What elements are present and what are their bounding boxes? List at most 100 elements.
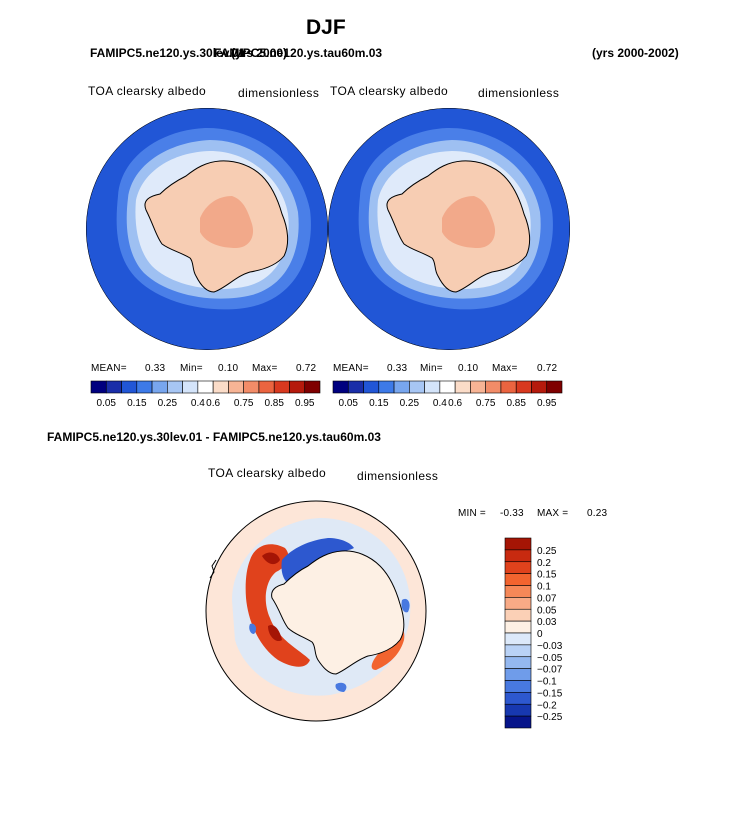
right-colorbar-tick-label: 0.25 (400, 398, 420, 409)
diff-colorbar-swatch (504, 620, 532, 634)
diff-colorbar-tick-label: 0.05 (537, 605, 557, 616)
right-colorbar-swatch (332, 380, 349, 394)
diff-colorbar-swatch (504, 680, 532, 693)
top-mid-years: (yrs 2000) (231, 46, 288, 60)
diff-colorbar-tick-label: −0.07 (537, 665, 563, 676)
right-colorbar-swatch (546, 380, 563, 394)
diff-colorbar-swatch (504, 585, 532, 598)
left-colorbar-swatch (228, 380, 244, 394)
left-colorbar-tick-label: 0.95 (295, 398, 315, 409)
right-panel-units: dimensionless (478, 86, 560, 100)
top-right-years: (yrs 2000-2002) (592, 46, 679, 60)
left-max-value: 0.72 (296, 363, 317, 374)
right-panel-variable: TOA clearsky albedo (330, 84, 449, 98)
left-colorbar-swatch (212, 380, 229, 394)
diff-colorbar-swatch (504, 608, 532, 622)
left-colorbar-swatch (182, 380, 199, 394)
diff-colorbar-tick-label: −0.1 (537, 677, 557, 688)
right-mean-label: MEAN= (333, 363, 369, 374)
right-colorbar-swatch (531, 380, 548, 394)
diff-map-border (205, 500, 427, 722)
diff-colorbar-swatch (504, 668, 532, 681)
left-polar-map (86, 108, 328, 350)
diff-colorbar-tick-label: −0.2 (537, 700, 557, 711)
diff-colorbar-tick-label: −0.25 (537, 712, 563, 723)
right-colorbar-tick-label: 0.95 (537, 398, 557, 409)
diff-antarctica (271, 550, 405, 675)
diff-colorbar-tick-label: 0.1 (537, 582, 551, 593)
diff-colorbar-tick-label: 0.2 (537, 558, 551, 569)
right-colorbar: 0.05 0.15 0.25 0.4 0.6 0.75 0.85 0.95 (332, 380, 563, 409)
right-colorbar-tick-label: 0.15 (369, 398, 389, 409)
right-colorbar-swatch (515, 380, 532, 394)
left-colorbar: 0.05 0.15 0.25 0.4 0.6 0.75 0.85 0.95 (90, 380, 321, 409)
diff-colorbar-swatch (504, 573, 532, 586)
left-min-value: 0.10 (218, 363, 239, 374)
left-colorbar-swatch (167, 380, 183, 394)
diff-colorbar-tick-label: −0.03 (537, 641, 563, 652)
left-colorbar-swatch (273, 380, 290, 394)
left-colorbar-swatch (121, 380, 138, 394)
diff-min-value: -0.33 (500, 508, 524, 519)
right-plateau (442, 196, 496, 248)
diff-colorbar-swatch (504, 561, 532, 574)
left-colorbar-swatch (258, 380, 275, 394)
left-colorbar-tick-label: 0.25 (158, 398, 178, 409)
right-colorbar-swatch (439, 380, 456, 394)
diff-colorbar-tick-label: 0.07 (537, 593, 557, 604)
right-min-label: Min= (420, 363, 443, 374)
right-colorbar-tick-label: 0.6 (448, 398, 462, 409)
right-max-value: 0.72 (537, 363, 558, 374)
left-panel-units: dimensionless (238, 86, 320, 100)
top-mid-case-title: FAMIPC5.ne120.ys.tau60m.03 (214, 46, 383, 60)
right-colorbar-swatch (470, 380, 486, 394)
right-colorbar-tick-label: 0.4 (433, 398, 447, 409)
right-colorbar-tick-label: 0.05 (339, 398, 359, 409)
left-colorbar-swatch (243, 380, 260, 394)
left-min-label: Min= (180, 363, 203, 374)
top-left-case-title: FAMIPC5.ne120.ys.30lev.01 (90, 46, 246, 60)
left-colorbar-swatch (197, 380, 214, 394)
left-colorbar-tick-label: 0.6 (206, 398, 220, 409)
main-title: DJF (306, 16, 346, 39)
left-colorbar-tick-label: 0.75 (234, 398, 254, 409)
left-colorbar-swatch (151, 380, 168, 394)
right-colorbar-swatch (347, 380, 364, 394)
diff-colorbar: 0.250.20.150.10.070.050.030−0.03−0.05−0.… (504, 537, 563, 729)
right-colorbar-swatch (409, 380, 425, 394)
right-colorbar-swatch (363, 380, 380, 394)
left-colorbar-swatch (289, 380, 306, 394)
left-mean-value: 0.33 (145, 363, 166, 374)
right-mean-value: 0.33 (387, 363, 408, 374)
diff-colorbar-tick-label: 0.15 (537, 570, 557, 581)
diff-colorbar-tick-label: 0.25 (537, 546, 557, 557)
right-colorbar-tick-label: 0.85 (506, 398, 526, 409)
left-plateau (200, 196, 254, 248)
right-colorbar-swatch (378, 380, 395, 394)
diff-red-band-west (245, 544, 310, 667)
right-colorbar-swatch (393, 380, 410, 394)
diff-max-value: 0.23 (587, 508, 608, 519)
left-panel-variable: TOA clearsky albedo (88, 84, 207, 98)
right-colorbar-swatch (424, 380, 441, 394)
diff-colorbar-swatch (504, 632, 532, 646)
diff-colorbar-tick-label: 0.03 (537, 617, 557, 628)
left-colorbar-swatch (136, 380, 153, 394)
left-colorbar-tick-label: 0.15 (127, 398, 147, 409)
diff-coast-fragment (209, 559, 217, 579)
diff-colorbar-swatch (504, 692, 532, 705)
right-min-value: 0.10 (458, 363, 479, 374)
diff-panel-variable: TOA clearsky albedo (208, 466, 327, 480)
diff-min-label: MIN = (458, 508, 486, 519)
right-colorbar-swatch (500, 380, 517, 394)
left-colorbar-tick-label: 0.4 (191, 398, 205, 409)
left-colorbar-swatch (105, 380, 122, 394)
diff-polar-map (206, 501, 426, 721)
diff-colorbar-tick-label: −0.05 (537, 653, 563, 664)
diff-colorbar-swatch (504, 715, 532, 729)
diff-panel-units: dimensionless (357, 469, 439, 483)
diff-case-title: FAMIPC5.ne120.ys.30lev.01 - FAMIPC5.ne12… (47, 430, 381, 444)
right-polar-map (328, 108, 570, 350)
left-mean-label: MEAN= (91, 363, 127, 374)
right-max-label: Max= (492, 363, 518, 374)
